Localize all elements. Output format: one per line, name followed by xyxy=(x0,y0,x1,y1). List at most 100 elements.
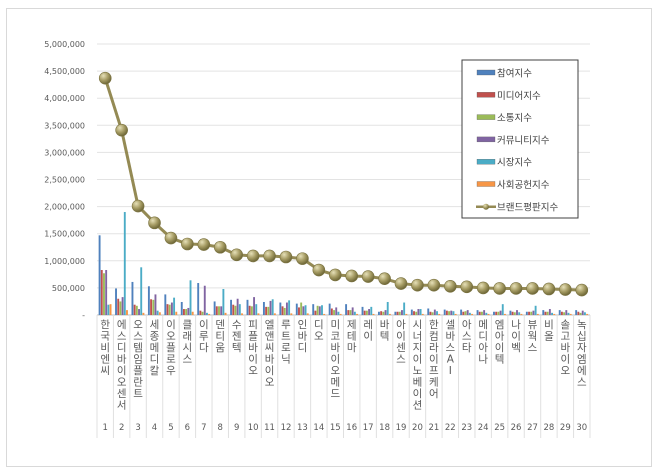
legend-label: 미디어지수 xyxy=(497,91,541,102)
bar xyxy=(403,302,406,315)
bar xyxy=(164,294,167,315)
bar xyxy=(466,310,469,315)
bar xyxy=(290,313,293,315)
bar xyxy=(199,310,202,315)
bar xyxy=(224,312,227,315)
line-marker xyxy=(181,237,194,251)
bar xyxy=(103,273,105,315)
bar xyxy=(232,304,235,315)
bar xyxy=(452,311,455,315)
bar xyxy=(396,311,399,315)
line-marker xyxy=(246,249,260,263)
bar xyxy=(133,304,136,315)
line-marker xyxy=(98,71,112,85)
legend-swatch xyxy=(476,114,496,120)
bar xyxy=(119,301,122,315)
bar xyxy=(353,311,356,315)
bar xyxy=(267,306,270,315)
bar xyxy=(147,286,150,315)
line-marker xyxy=(213,240,227,254)
bar xyxy=(314,310,317,315)
line-marker xyxy=(361,270,375,283)
bar xyxy=(497,311,500,315)
bar xyxy=(579,312,582,315)
bar xyxy=(485,312,488,315)
bar xyxy=(255,304,258,315)
bar xyxy=(460,309,463,315)
bar xyxy=(417,309,420,315)
bar xyxy=(536,313,539,315)
bar xyxy=(298,307,300,315)
bar xyxy=(503,313,506,315)
y-tick-label: 3,000,000 xyxy=(44,148,85,157)
bar xyxy=(203,285,206,315)
bar xyxy=(215,306,218,315)
bar xyxy=(398,311,401,315)
bar xyxy=(520,313,523,315)
bar xyxy=(443,309,446,315)
bar xyxy=(234,305,237,315)
x-rank-label: 27 xyxy=(527,423,538,433)
line-marker xyxy=(559,283,572,296)
bar xyxy=(431,312,434,315)
bar xyxy=(413,311,415,315)
x-rank-label: 29 xyxy=(560,423,571,433)
line-marker xyxy=(444,279,457,293)
bar xyxy=(105,270,108,315)
legend-swatch xyxy=(476,181,496,187)
bar xyxy=(427,308,430,315)
bar xyxy=(206,312,208,315)
x-rank-label: 2 xyxy=(119,423,124,433)
bar xyxy=(394,311,397,315)
line-marker xyxy=(493,282,506,295)
bar xyxy=(187,307,190,315)
bar xyxy=(493,311,495,315)
bar xyxy=(316,305,319,315)
bar xyxy=(246,299,249,315)
bar xyxy=(534,305,537,315)
bar xyxy=(581,310,584,315)
bar xyxy=(546,311,549,315)
bar xyxy=(330,308,333,315)
legend-swatch xyxy=(476,69,496,76)
bar xyxy=(197,283,200,315)
bar xyxy=(265,306,268,315)
bar xyxy=(241,313,243,315)
x-rank-label: 8 xyxy=(218,423,223,433)
y-axis: - 500,000 1,000,000 1,500,000 2,000,000 2,500… xyxy=(44,40,85,320)
bar-series xyxy=(98,212,589,315)
bar xyxy=(250,306,253,315)
bar xyxy=(351,307,354,315)
legend-label: 커뮤니티지수 xyxy=(497,135,550,146)
legend-swatch xyxy=(476,159,496,165)
legend-marker xyxy=(483,203,489,210)
bar xyxy=(347,310,350,315)
x-rank-label: 9 xyxy=(234,423,239,433)
bar xyxy=(553,313,556,315)
bar xyxy=(98,235,101,315)
x-rank-label: 14 xyxy=(313,423,324,433)
bar xyxy=(370,306,373,315)
bar xyxy=(386,301,389,315)
bar xyxy=(312,304,315,315)
bar xyxy=(384,310,387,315)
bar xyxy=(513,312,516,315)
bar xyxy=(109,304,112,315)
y-tick-label: 500,000 xyxy=(52,284,85,293)
bar xyxy=(525,311,528,315)
x-rank-label: 4 xyxy=(152,423,157,433)
x-axis: 한 국 비 엔 씨 1 에 스 디 바 이 오 센 서 2 오 스 템 임 플 란 트 3 세 종 메 디 칼 4 이 오 플 로 우 5 클 래 시 스 6… xyxy=(96,315,591,438)
bar xyxy=(323,313,326,315)
y-tick-label: 2,000,000 xyxy=(44,203,85,212)
